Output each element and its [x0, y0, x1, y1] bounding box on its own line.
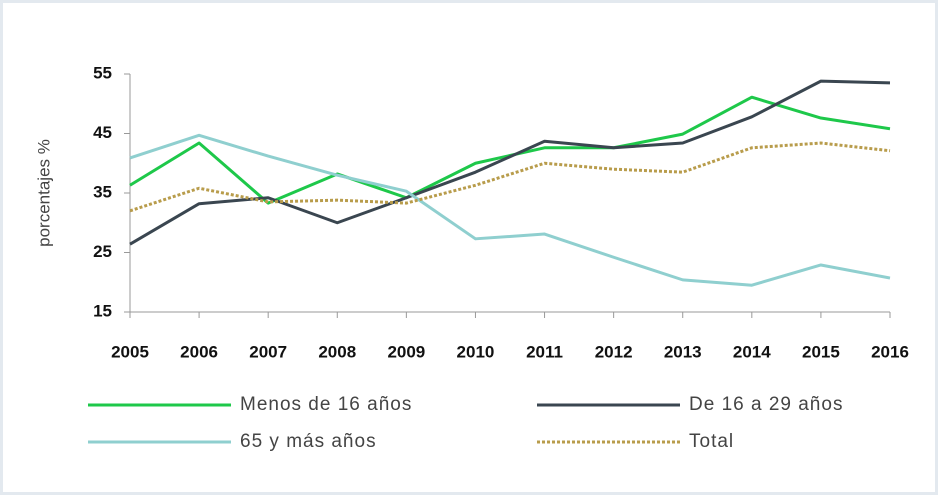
legend-label: Total [689, 431, 734, 452]
y-tick-label: 15 [93, 301, 112, 320]
y-tick-label: 25 [93, 242, 112, 261]
x-tick-label: 2005 [111, 342, 149, 361]
y-tick-label: 35 [93, 182, 112, 201]
legend-label: De 16 a 29 años [689, 394, 843, 415]
series-line [129, 133, 891, 287]
x-tick-label: 2016 [871, 342, 909, 361]
x-tick-label: 2006 [180, 342, 218, 361]
x-tick-label: 2009 [387, 342, 425, 361]
x-tick-label: 2013 [664, 342, 702, 361]
legend-label: 65 y más años [240, 431, 377, 452]
legend-label: Menos de 16 años [240, 394, 412, 415]
y-axis-label: porcentajes % [34, 139, 53, 247]
x-tick-label: 2014 [733, 342, 771, 361]
x-tick-label: 2008 [318, 342, 356, 361]
y-tick-label: 55 [93, 63, 112, 82]
x-tick-label: 2012 [595, 342, 633, 361]
x-tick-label: 2015 [802, 342, 840, 361]
x-tick-label: 2011 [526, 342, 563, 361]
series-line [129, 141, 891, 213]
y-tick-label: 45 [93, 123, 112, 142]
x-tick-label: 2007 [249, 342, 287, 361]
x-tick-label: 2010 [457, 342, 495, 361]
